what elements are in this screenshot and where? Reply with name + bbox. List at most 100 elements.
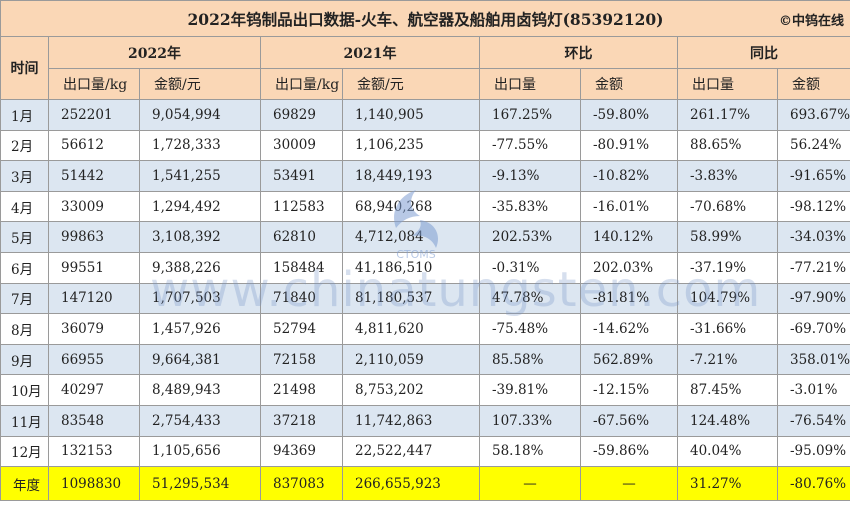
mom-qty-cell: 58.18% — [479, 435, 581, 468]
page-title: 2022年钨制品出口数据-火车、航空器及船舶用卤钨灯(85392120) — [187, 9, 664, 29]
month-cell: 1月 — [0, 99, 49, 131]
yoy-amount-cell: -98.12% — [776, 190, 850, 223]
qty-2022-cell: 56612 — [48, 129, 140, 162]
qty-2021-cell: 72158 — [260, 343, 343, 376]
group-2021-header: 2021年 — [260, 36, 480, 69]
qty-2022-cell: 33009 — [48, 190, 140, 223]
month-cell: 年度 — [0, 466, 49, 502]
qty-2021-cell: 21498 — [260, 374, 343, 406]
mom-amount-header: 金额 — [580, 68, 678, 100]
amount-2021-cell: 81,180,537 — [342, 282, 480, 315]
yoy-amount-cell: -97.90% — [776, 282, 850, 315]
month-cell: 6月 — [0, 251, 49, 284]
total-row: 年度 1098830 51,295,534 837083 266,655,923— —31… — [0, 466, 850, 502]
qty-2022-cell: 99863 — [48, 221, 140, 253]
mom-qty-cell: -39.81% — [479, 374, 581, 406]
amount-2022-cell: 8,489,943 — [139, 374, 261, 406]
amount-2022-cell: 1,728,333 — [139, 129, 261, 162]
time-header: 时间 — [0, 36, 49, 100]
month-cell: 5月 — [0, 221, 49, 253]
mom-amount-cell: 140.12% — [580, 221, 678, 253]
amount-2021-cell: 8,753,202 — [342, 374, 480, 406]
mom-amount-cell: 562.89% — [580, 343, 678, 376]
amount-2021-cell: 1,140,905 — [342, 99, 480, 131]
qty-2022-cell: 36079 — [48, 313, 140, 345]
group-2022-header: 2022年 — [48, 36, 261, 69]
amount-2022-cell: 9,664,381 — [139, 343, 261, 376]
yoy-header: 同比 — [676, 36, 850, 69]
yoy-amount-cell: 358.01% — [776, 343, 850, 376]
qty-2021-cell: 837083 — [260, 466, 343, 502]
mom-qty-cell: 107.33% — [479, 404, 581, 437]
qty-2021-cell: 112583 — [260, 190, 343, 223]
yoy-amount-cell: -80.76% — [776, 466, 850, 502]
mom-qty-cell: -0.31% — [479, 251, 581, 284]
yoy-amount-cell: -69.70% — [776, 313, 850, 345]
mom-qty-cell: 85.58% — [479, 343, 581, 376]
qty-2022-cell: 51442 — [48, 160, 140, 192]
amount-2021-cell: 11,742,863 — [342, 404, 480, 437]
mom-amount-cell: -81.81% — [580, 282, 678, 315]
yoy-amount-cell: 56.24% — [776, 129, 850, 162]
mom-amount-cell: -14.62% — [580, 313, 678, 345]
yoy-qty-cell: 104.79% — [677, 282, 778, 315]
mom-amount-cell: -80.91% — [580, 129, 678, 162]
table-row: 5月 99863 3,108,392 62810 4,712,084 202.53% 140… — [0, 221, 850, 253]
qty-2022-cell: 66955 — [48, 343, 140, 376]
amount-2022-cell: 1,707,503 — [139, 282, 261, 315]
month-cell: 10月 — [0, 374, 49, 406]
mom-amount-cell: -16.01% — [580, 190, 678, 223]
mom-header: 环比 — [479, 36, 678, 69]
amount-2022-cell: 9,054,994 — [139, 99, 261, 131]
table-row: 6月 99551 9,388,226 158484 41,186,510 -0.31% 20… — [0, 251, 850, 284]
yoy-amount-cell: -34.03% — [776, 221, 850, 253]
qty-2021-cell: 158484 — [260, 251, 343, 284]
yoy-amount-cell: -76.54% — [776, 404, 850, 437]
amount-2022-cell: 3,108,392 — [139, 221, 261, 253]
mom-qty-cell: -35.83% — [479, 190, 581, 223]
amount-2022-cell: 9,388,226 — [139, 251, 261, 284]
amount-2022-header: 金额/元 — [139, 68, 261, 100]
amount-2022-cell: 51,295,534 — [139, 466, 261, 502]
month-cell: 4月 — [0, 190, 49, 223]
qty-2021-cell: 52794 — [260, 313, 343, 345]
mom-amount-cell: 202.03% — [580, 251, 678, 284]
month-cell: 12月 — [0, 435, 49, 468]
table-row: 11月 83548 2,754,433 37218 11,742,863 107.33% -… — [0, 404, 850, 437]
amount-2021-header: 金额/元 — [342, 68, 480, 100]
yoy-qty-cell: -37.19% — [677, 251, 778, 284]
amount-2021-cell: 41,186,510 — [342, 251, 480, 284]
qty-2021-cell: 71840 — [260, 282, 343, 315]
qty-2022-cell: 40297 — [48, 374, 140, 406]
month-cell: 2月 — [0, 129, 49, 162]
table-row: 7月 147120 1,707,503 71840 81,180,537 47.78% -8… — [0, 282, 850, 315]
mom-amount-cell: -59.86% — [580, 435, 678, 468]
table-row: 1月 252201 9,054,994 69829 1,140,905 167.25% -5… — [0, 99, 850, 131]
amount-2021-cell: 22,522,447 — [342, 435, 480, 468]
table-row: 10月 40297 8,489,943 21498 8,753,202 -39.81% -1… — [0, 374, 850, 406]
month-cell: 9月 — [0, 343, 49, 376]
qty-2021-cell: 62810 — [260, 221, 343, 253]
mom-amount-cell: — — [580, 466, 678, 502]
mom-qty-cell: -77.55% — [479, 129, 581, 162]
yoy-amount-cell: 693.67% — [776, 99, 850, 131]
yoy-qty-cell: 40.04% — [677, 435, 778, 468]
mom-amount-cell: -59.80% — [580, 99, 678, 131]
amount-2021-cell: 2,110,059 — [342, 343, 480, 376]
amount-2022-cell: 2,754,433 — [139, 404, 261, 437]
ctoms-logo-icon: CTOMS — [394, 190, 439, 261]
mom-qty-cell: 202.53% — [479, 221, 581, 253]
qty-2021-cell: 37218 — [260, 404, 343, 437]
yoy-qty-header: 出口量 — [677, 68, 778, 100]
table-row: 8月 36079 1,457,926 52794 4,811,620 -75.48% -14… — [0, 313, 850, 345]
month-cell: 11月 — [0, 404, 49, 437]
yoy-amount-cell: -77.21% — [776, 251, 850, 284]
yoy-amount-header: 金额 — [776, 68, 850, 100]
qty-2021-header: 出口量/kg — [260, 68, 343, 100]
yoy-qty-cell: -70.68% — [677, 190, 778, 223]
amount-2021-cell: 266,655,923 — [342, 466, 480, 502]
yoy-qty-cell: 58.99% — [677, 221, 778, 253]
yoy-qty-cell: -3.83% — [677, 160, 778, 192]
logo-text: CTOMS — [396, 248, 436, 261]
